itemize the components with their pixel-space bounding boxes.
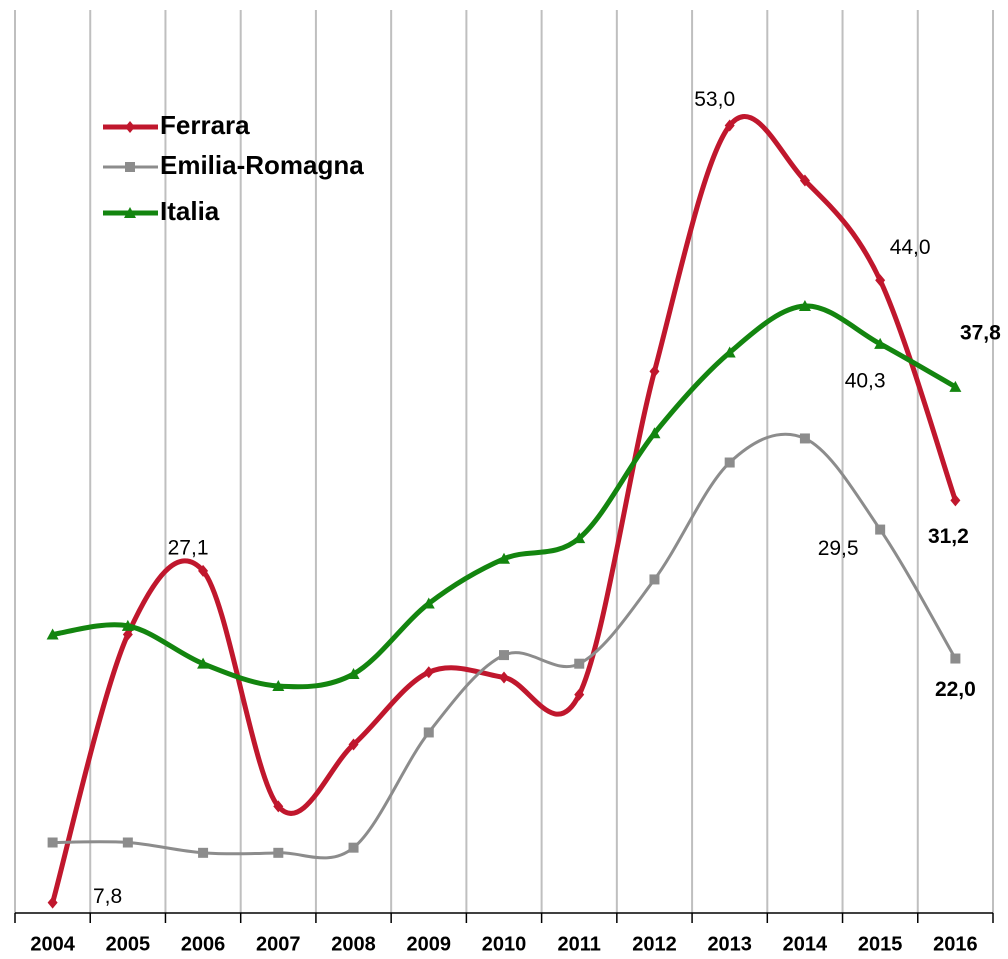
legend-marker xyxy=(125,121,135,133)
point xyxy=(798,300,811,312)
point xyxy=(499,671,509,684)
point xyxy=(723,346,736,358)
data-label: 22,0 xyxy=(935,678,976,701)
point xyxy=(799,174,810,187)
x-tick-label: 2007 xyxy=(256,933,301,955)
point xyxy=(574,688,585,701)
point xyxy=(724,119,735,132)
x-tick-label: 2016 xyxy=(933,933,978,955)
point xyxy=(949,380,962,392)
point xyxy=(121,619,134,631)
point xyxy=(423,666,434,679)
data-label: 27,1 xyxy=(168,536,209,559)
legend-label: Emilia-Romagna xyxy=(160,150,364,180)
point xyxy=(423,727,434,738)
point xyxy=(874,337,887,349)
point xyxy=(498,552,510,564)
point xyxy=(422,597,435,609)
x-tick-label: 2015 xyxy=(858,933,903,955)
data-label: 44,0 xyxy=(890,236,931,259)
point xyxy=(648,427,661,439)
data-label: 40,3 xyxy=(845,369,886,392)
point xyxy=(122,837,133,848)
point xyxy=(950,653,961,664)
legend-label: Italia xyxy=(160,196,220,226)
legend-marker xyxy=(124,207,136,218)
x-tick-label: 2010 xyxy=(482,933,527,955)
x-tick-label: 2009 xyxy=(407,933,452,955)
x-tick-label: 2008 xyxy=(331,933,376,955)
data-label: 53,0 xyxy=(694,88,735,111)
x-tick-label: 2004 xyxy=(30,933,75,955)
data-label: 29,5 xyxy=(818,537,859,560)
point xyxy=(197,657,210,669)
x-tick-label: 2012 xyxy=(632,933,677,955)
data-label: 7,8 xyxy=(93,885,122,908)
series-line xyxy=(50,114,958,904)
point xyxy=(950,494,961,507)
legend-marker xyxy=(125,162,135,172)
point xyxy=(649,574,660,585)
point xyxy=(649,365,660,378)
point xyxy=(198,847,209,858)
x-tick-label: 2006 xyxy=(181,933,226,955)
point xyxy=(348,738,359,751)
point xyxy=(573,532,586,544)
point xyxy=(348,842,359,853)
legend-label: Ferrara xyxy=(160,110,250,140)
x-tick-label: 2013 xyxy=(707,933,752,955)
point xyxy=(347,668,360,680)
data-label: 31,2 xyxy=(928,525,969,548)
point xyxy=(273,847,284,858)
point xyxy=(273,800,284,813)
x-tick-label: 2005 xyxy=(106,933,151,955)
point xyxy=(47,837,58,848)
point xyxy=(499,650,509,661)
series-line xyxy=(52,432,957,860)
point xyxy=(724,457,735,468)
point xyxy=(47,896,58,909)
point xyxy=(875,274,886,287)
point xyxy=(875,524,886,535)
point xyxy=(198,564,209,577)
series-line xyxy=(52,303,957,690)
x-tick-label: 2014 xyxy=(783,933,828,955)
point xyxy=(272,680,285,692)
point xyxy=(122,628,133,641)
data-label: 37,8 xyxy=(960,321,1001,344)
x-tick-label: 2011 xyxy=(558,933,601,955)
point xyxy=(799,433,810,444)
point xyxy=(46,628,59,640)
point xyxy=(574,658,585,669)
